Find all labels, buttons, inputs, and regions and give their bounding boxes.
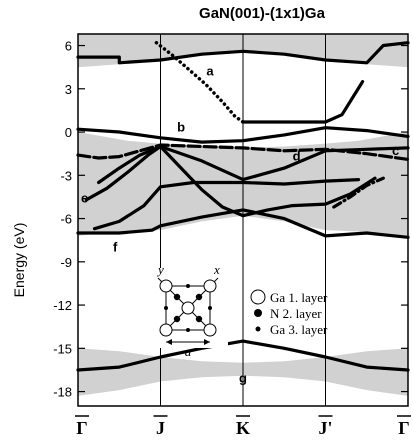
kpoint-label: J'	[318, 418, 332, 438]
band-a-line	[241, 79, 365, 124]
legend-item-1: Ga 1. layer	[270, 290, 328, 305]
inset-unit-cell: y x a	[148, 262, 228, 359]
band-d-line	[96, 144, 410, 185]
legend-filled-circle-icon	[254, 309, 262, 317]
kpoint-label: Γ	[76, 418, 87, 438]
band-label-f: f	[113, 239, 118, 254]
band-label-b: b	[177, 120, 185, 135]
kpoint-label: Γ	[398, 418, 409, 438]
kpoint-label: J	[156, 418, 165, 438]
y-tick-label: -18	[53, 385, 72, 400]
y-tick-label: 6	[65, 39, 72, 54]
y-tick-label: 0	[65, 125, 72, 140]
inset-label-a: a	[185, 344, 192, 359]
x-axis: Γ J K J' Γ	[75, 415, 411, 438]
legend-small-dot-icon	[255, 326, 261, 332]
band-a-line	[76, 41, 410, 65]
y-tick-label: -15	[53, 341, 72, 356]
legend-item-2: N 2. layer	[270, 306, 322, 321]
inset-label-y: y	[156, 262, 164, 277]
y-tick-label: -9	[60, 255, 72, 270]
y-tick-label: -12	[53, 298, 72, 313]
legend-open-circle-icon	[250, 289, 266, 305]
band-labels: a b c d e f g	[81, 63, 399, 385]
y-tick-label: -6	[60, 212, 72, 227]
y-axis: -18 -15 -12 -9 -6 -3 0 3 6	[53, 39, 408, 400]
y-axis-label: Energy (eV)	[11, 223, 27, 298]
inset-label-x: x	[213, 262, 220, 277]
band-lines	[76, 40, 410, 372]
inset-legend: Ga 1. layer N 2. layer Ga 3. layer	[250, 289, 328, 337]
y-tick-label: -3	[60, 168, 72, 183]
band-b-line	[76, 126, 410, 144]
band-g-line	[76, 339, 410, 372]
plot-frame	[77, 33, 409, 407]
band-e-line	[84, 144, 245, 218]
band-a-line	[154, 40, 245, 124]
band-e-line	[92, 178, 361, 231]
band-e-line	[241, 176, 377, 218]
y-tick-label: 3	[65, 82, 72, 97]
legend-item-3: Ga 3. layer	[270, 322, 328, 337]
band-label-g: g	[239, 371, 247, 386]
band-label-c: c	[392, 143, 399, 158]
band-f-line	[76, 208, 410, 239]
chart-title: GaN(001)-(1x1)Ga	[199, 5, 326, 22]
band-e-line	[332, 176, 385, 209]
band-label-d: d	[293, 149, 301, 164]
band-label-a: a	[206, 63, 214, 78]
band-label-e: e	[81, 190, 88, 205]
kpoint-label: K	[236, 418, 250, 438]
